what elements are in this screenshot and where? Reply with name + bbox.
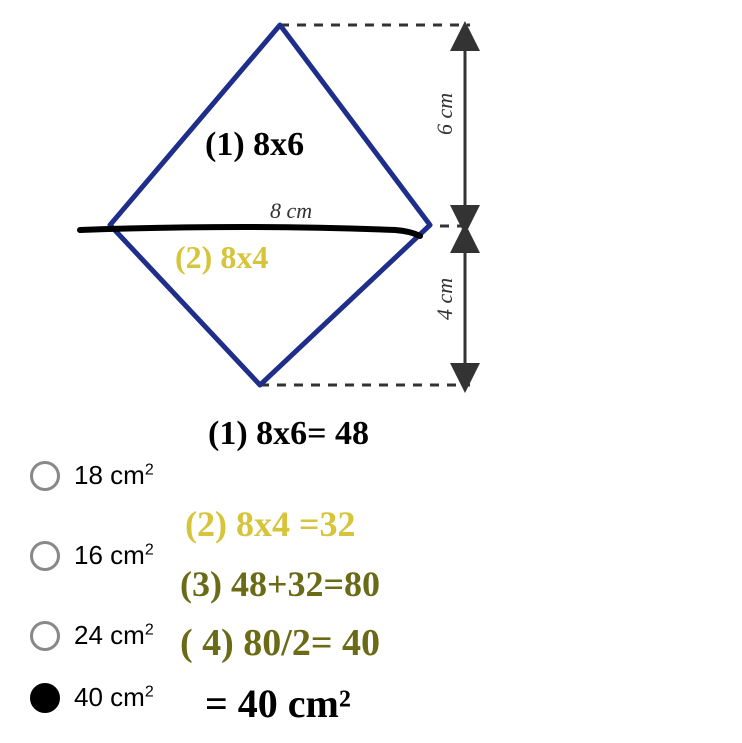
work-line-4: ( 4) 80/2= 40	[180, 621, 380, 665]
option-3[interactable]: 24 cm2	[30, 620, 154, 651]
option-label: 40 cm2	[74, 682, 154, 713]
geometry-diagram: 6 cm 4 cm 8 cm (1) 8x6 (2) 8x4	[0, 0, 742, 420]
work-line-5: = 40 cm²	[205, 680, 351, 727]
label-8cm: 8 cm	[270, 198, 312, 223]
option-2[interactable]: 16 cm2	[30, 540, 154, 571]
radio-icon[interactable]	[30, 683, 60, 713]
radio-icon[interactable]	[30, 621, 60, 651]
option-label: 16 cm2	[74, 540, 154, 571]
radio-icon[interactable]	[30, 541, 60, 571]
anno-1: (1) 8x6	[205, 126, 304, 163]
dim-4cm-label: 4 cm	[432, 278, 457, 320]
base-line	[80, 227, 420, 236]
work-line-3: (3) 48+32=80	[180, 563, 380, 605]
work-line-2: (2) 8x4 =32	[185, 503, 356, 545]
radio-icon[interactable]	[30, 461, 60, 491]
option-label: 24 cm2	[74, 620, 154, 651]
option-4[interactable]: 40 cm2	[30, 682, 154, 713]
option-1[interactable]: 18 cm2	[30, 460, 154, 491]
option-label: 18 cm2	[74, 460, 154, 491]
work-line-1: (1) 8x6= 48	[208, 415, 369, 453]
dim-6cm-label: 6 cm	[432, 93, 457, 135]
anno-2: (2) 8x4	[175, 239, 268, 275]
